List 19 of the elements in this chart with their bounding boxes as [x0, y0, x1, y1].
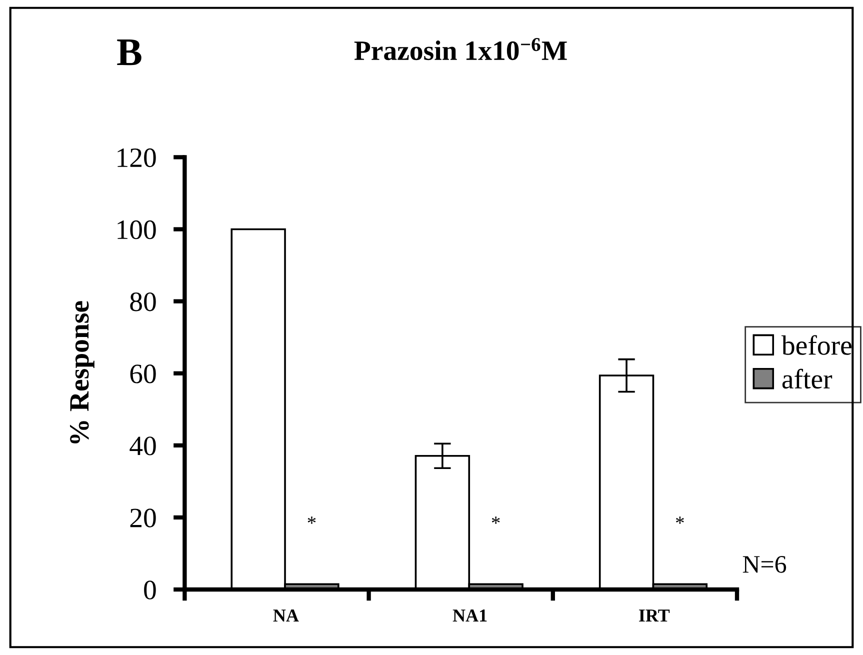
- x-tick-label: IRT: [639, 610, 670, 622]
- x-tick-label: NA1: [452, 610, 487, 622]
- y-tick-label: 80: [130, 292, 156, 312]
- annotation: *: [676, 516, 684, 524]
- legend-label: before: [781, 335, 852, 355]
- y-tick-label: 120: [118, 148, 156, 168]
- y-tick-label: 20: [130, 508, 156, 528]
- y-tick-label: 60: [130, 364, 156, 384]
- annotation: *: [492, 516, 500, 524]
- y-tick-label: 40: [130, 436, 156, 456]
- legend-label: after: [782, 368, 832, 389]
- text: B: [117, 40, 142, 66]
- x-tick-label: NA: [273, 610, 299, 622]
- text: N=6: [742, 556, 786, 573]
- chart-title: Prazosin 1x10$^{−6}$M: [354, 38, 567, 60]
- y-tick-label: 0: [144, 580, 156, 600]
- y-axis-title: % Response: [70, 301, 94, 444]
- annotation: *: [308, 516, 316, 524]
- y-tick-label: 100: [118, 220, 156, 240]
